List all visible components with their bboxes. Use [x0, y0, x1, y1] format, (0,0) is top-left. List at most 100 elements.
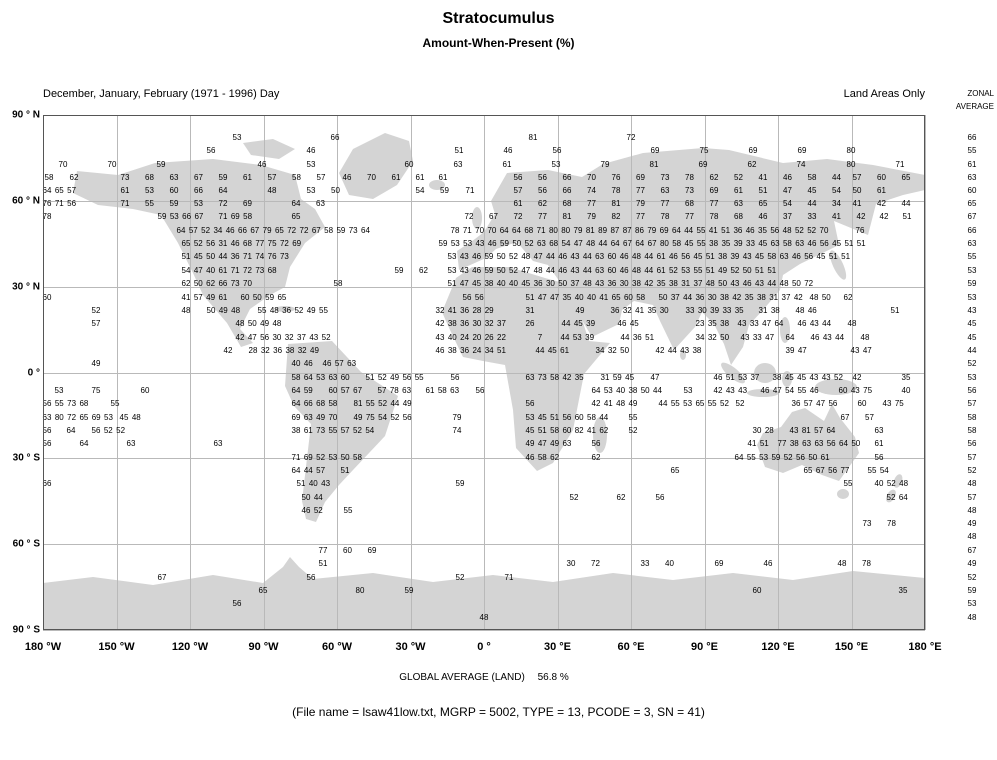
value-cell: 42	[879, 212, 889, 221]
value-cell: 70	[587, 173, 596, 182]
value-cell: 44	[807, 199, 817, 208]
value-cell: 43	[725, 386, 735, 395]
value-cell: 42	[235, 333, 245, 342]
value-cell: 43	[737, 319, 747, 328]
value-cell: 49	[310, 346, 319, 355]
value-cell: 55	[867, 466, 877, 475]
value-cell: 51	[755, 266, 764, 275]
value-cell: 53	[316, 373, 326, 382]
value-cell: 63	[536, 239, 546, 248]
value-cell: 51	[318, 559, 328, 568]
x-tick-label: 90 °E	[690, 641, 719, 653]
value-cell: 41	[603, 399, 613, 408]
value-cell: 64	[785, 333, 795, 342]
value-cell: 78	[709, 212, 719, 221]
value-cell: 45	[119, 413, 129, 422]
value-cell: 42	[732, 293, 742, 302]
value-cell: 69	[714, 559, 724, 568]
value-cell: 81	[353, 399, 363, 408]
value-cell: 46	[435, 346, 445, 355]
value-cell: 56	[770, 226, 780, 235]
value-cell: 80	[659, 239, 669, 248]
value-cell: 47	[772, 386, 782, 395]
x-tick-label: 150 °W	[98, 641, 135, 653]
value-cell: 36	[632, 333, 642, 342]
value-cell: 53	[450, 239, 460, 248]
value-cell: 48	[235, 319, 245, 328]
value-cell: 44	[644, 266, 654, 275]
value-cell: 53	[54, 386, 64, 395]
value-cell: 62	[181, 279, 191, 288]
value-cell: 46	[472, 266, 482, 275]
value-cell: 63	[770, 239, 780, 248]
value-cell: 44	[545, 252, 555, 261]
value-cell: 49	[260, 319, 270, 328]
value-cell: 50	[496, 252, 506, 261]
value-cell: 58	[537, 453, 547, 462]
value-cell: 68	[267, 266, 277, 275]
value-cell: 64	[218, 186, 228, 195]
value-cell: 56	[804, 252, 814, 261]
grid-line-horizontal	[43, 115, 925, 116]
value-cell: 69	[709, 186, 719, 195]
value-cell: 58	[672, 239, 682, 248]
value-cell: 38	[718, 252, 728, 261]
value-cell: 30	[697, 306, 707, 315]
value-cell: 38	[447, 346, 457, 355]
zonal-average-value: 65	[967, 199, 977, 208]
value-cell: 23	[695, 319, 705, 328]
value-cell: 60	[42, 293, 52, 302]
value-cell: 69	[636, 173, 645, 182]
value-cell: 77	[840, 466, 850, 475]
value-cell: 66	[218, 279, 228, 288]
value-cell: 44	[644, 252, 654, 261]
value-cell: 61	[560, 346, 570, 355]
value-cell: 40	[574, 293, 584, 302]
value-cell: 59	[440, 186, 449, 195]
value-cell: 31	[681, 279, 691, 288]
value-cell: 72	[67, 413, 77, 422]
value-cell: 53	[551, 160, 561, 169]
value-cell: 64	[79, 439, 89, 448]
value-cell: 73	[685, 186, 694, 195]
y-tick-label: 60 ° N	[12, 195, 40, 207]
value-cell: 39	[785, 346, 795, 355]
value-cell: 32	[707, 333, 717, 342]
value-cell: 54	[415, 186, 425, 195]
value-cell: 49	[206, 293, 216, 302]
value-cell: 46	[322, 359, 332, 368]
value-cell: 61	[415, 173, 425, 182]
value-cell: 36	[460, 346, 470, 355]
value-cell: 77	[636, 186, 645, 195]
value-cell: 44	[620, 333, 630, 342]
value-cell: 69	[292, 239, 302, 248]
value-cell: 46	[257, 160, 267, 169]
value-cell: 58	[324, 226, 334, 235]
value-cell: 38	[720, 319, 730, 328]
value-cell: 50	[252, 293, 262, 302]
value-cell: 63	[562, 439, 572, 448]
value-cell: 52	[628, 426, 638, 435]
value-cell: 79	[262, 226, 272, 235]
value-cell: 51	[721, 226, 731, 235]
value-cell: 57	[188, 226, 198, 235]
value-cell: 67	[250, 226, 260, 235]
value-cell: 71	[536, 226, 546, 235]
value-cell: 48	[632, 266, 641, 275]
value-cell: 72	[804, 279, 814, 288]
value-cell: 42	[644, 279, 654, 288]
value-cell: 48	[795, 306, 805, 315]
value-cell: 65	[181, 239, 191, 248]
value-cell: 58	[353, 453, 362, 462]
value-cell: 78	[660, 212, 670, 221]
value-cell: 44	[598, 239, 608, 248]
value-cell: 35	[647, 306, 657, 315]
value-cell: 40	[291, 359, 301, 368]
value-cell: 81	[611, 199, 621, 208]
value-cell: 71	[120, 199, 130, 208]
value-cell: 79	[452, 413, 462, 422]
value-cell: 75	[267, 239, 277, 248]
value-cell: 62	[206, 279, 216, 288]
value-cell: 46	[619, 266, 629, 275]
value-cell: 49	[306, 306, 316, 315]
